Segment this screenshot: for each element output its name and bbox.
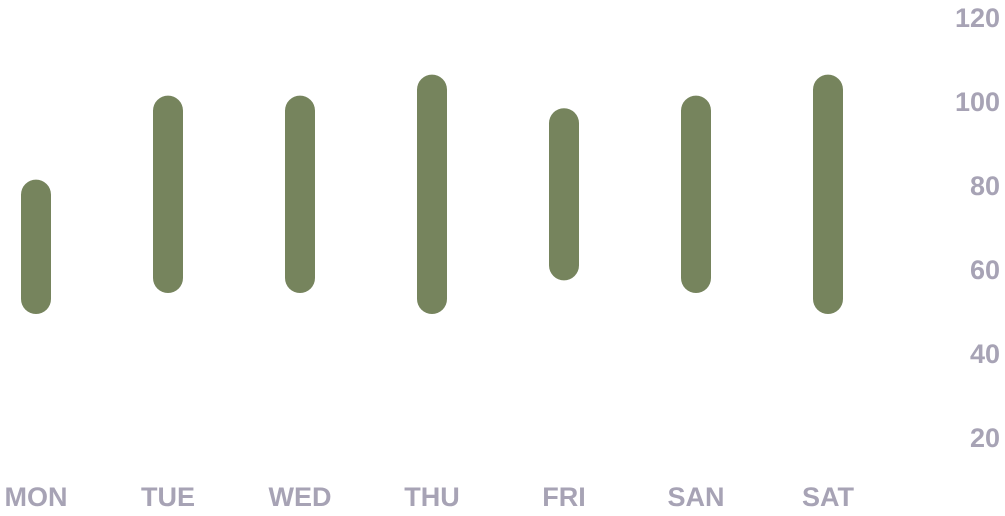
y-tick-120: 120 bbox=[955, 3, 1000, 33]
y-tick-60: 60 bbox=[970, 255, 1000, 285]
bar-san bbox=[681, 95, 711, 293]
y-tick-100: 100 bbox=[955, 87, 1000, 117]
x-label-thu: THU bbox=[404, 482, 460, 512]
bar-wed bbox=[285, 95, 315, 293]
bar-thu bbox=[417, 74, 447, 314]
x-label-san: SAN bbox=[667, 482, 724, 512]
x-label-tue: TUE bbox=[141, 482, 195, 512]
bar-fri bbox=[549, 108, 579, 281]
y-tick-20: 20 bbox=[970, 423, 1000, 453]
y-tick-80: 80 bbox=[970, 171, 1000, 201]
bar-mon bbox=[21, 179, 51, 314]
x-label-fri: FRI bbox=[542, 482, 586, 512]
bar-sat bbox=[813, 74, 843, 314]
x-axis-labels: MON TUE WED THU FRI SAN SAT bbox=[5, 482, 855, 512]
y-tick-40: 40 bbox=[970, 339, 1000, 369]
x-label-sat: SAT bbox=[802, 482, 855, 512]
x-label-wed: WED bbox=[269, 482, 332, 512]
x-label-mon: MON bbox=[5, 482, 68, 512]
bars-group bbox=[21, 74, 843, 314]
bar-tue bbox=[153, 95, 183, 293]
y-axis-ticks: 20 40 60 80 100 120 bbox=[955, 3, 1000, 453]
